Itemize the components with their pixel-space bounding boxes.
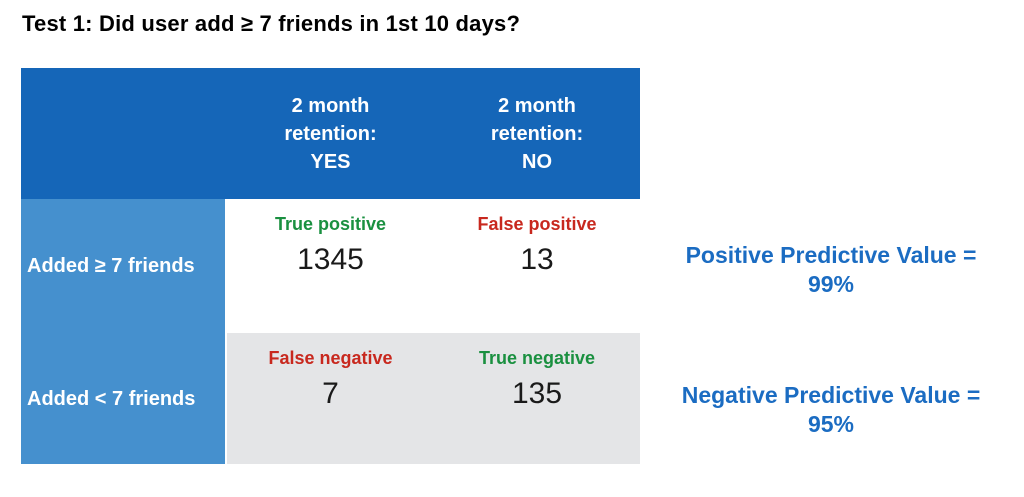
cell-true-negative: True negative 135	[434, 333, 640, 464]
count-false-positive: 13	[520, 243, 554, 276]
column-header-retention-no: 2 month retention: NO	[434, 68, 640, 199]
npv-value: 95%	[807, 411, 855, 437]
cell-false-positive: False positive 13	[434, 199, 640, 333]
outcome-label-false-positive: False positive	[477, 214, 597, 234]
count-true-negative: 135	[511, 377, 563, 410]
ppv-label: Positive Predictive Value =	[685, 242, 977, 268]
outcome-label-true-positive: True positive	[274, 214, 387, 234]
positive-predictive-value-annotation: Positive Predictive Value = 99%	[645, 241, 1017, 299]
slide-title: Test 1: Did user add ≥ 7 friends in 1st …	[22, 11, 521, 36]
cell-false-negative: False negative 7	[227, 333, 434, 464]
cell-true-positive: True positive 1345	[227, 199, 434, 333]
outcome-label-true-negative: True negative	[478, 348, 596, 368]
row-label-added-ge-7-friends: Added ≥ 7 friends	[21, 199, 227, 333]
confusion-matrix-table: 2 month retention: YES 2 month retention…	[21, 68, 640, 464]
header-corner-cell	[21, 68, 227, 199]
count-true-positive: 1345	[297, 243, 364, 276]
ppv-value: 99%	[807, 271, 855, 297]
row-label-added-lt-7-friends: Added < 7 friends	[21, 333, 227, 464]
outcome-label-false-negative: False negative	[268, 348, 393, 368]
count-false-negative: 7	[322, 377, 339, 410]
column-header-retention-yes: 2 month retention: YES	[227, 68, 434, 199]
npv-label: Negative Predictive Value =	[681, 382, 981, 408]
negative-predictive-value-annotation: Negative Predictive Value = 95%	[645, 381, 1017, 439]
